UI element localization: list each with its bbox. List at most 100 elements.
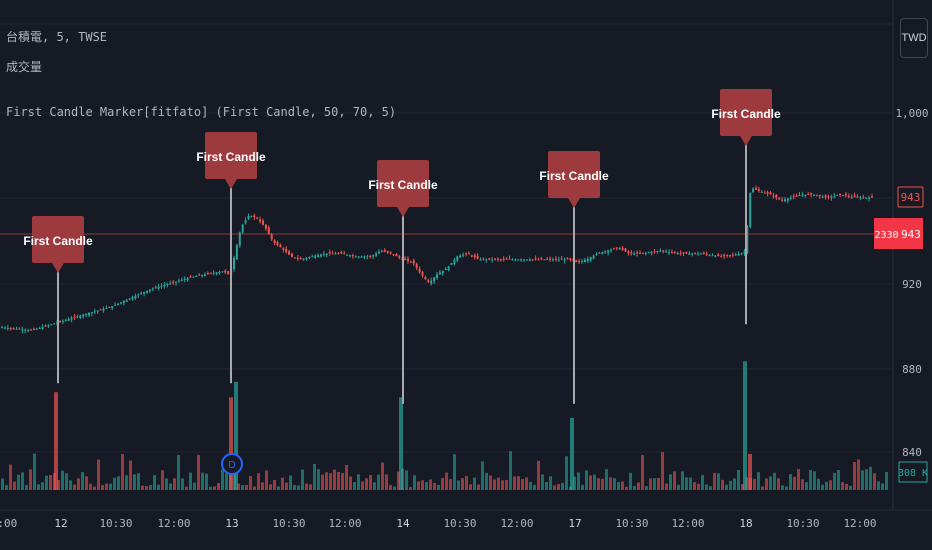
candle-body bbox=[581, 260, 583, 262]
volume-bar bbox=[697, 483, 700, 490]
candle-body bbox=[334, 253, 337, 255]
candle-body bbox=[772, 195, 775, 197]
volume-bar bbox=[877, 481, 880, 490]
candle-body bbox=[27, 330, 30, 332]
volume-bar bbox=[441, 477, 444, 490]
candle-body bbox=[491, 259, 494, 261]
candle-body bbox=[737, 253, 740, 256]
volume-bar bbox=[805, 482, 808, 490]
volume-bar bbox=[389, 484, 392, 490]
volume-bar bbox=[781, 485, 784, 490]
candle-body bbox=[630, 252, 633, 254]
y-axis-tick-label: 880 bbox=[902, 363, 922, 376]
volume-bar bbox=[577, 472, 580, 490]
volume-bar bbox=[77, 478, 80, 490]
candle-body bbox=[688, 253, 691, 255]
x-axis-tick-label: 12:00 bbox=[500, 517, 533, 530]
volume-bar bbox=[201, 472, 204, 490]
x-axis-tick-label: 12 bbox=[54, 517, 67, 530]
y-axis-tick-labels: 1,000 920 880 840 bbox=[895, 107, 928, 459]
volume-bar bbox=[669, 474, 672, 490]
volume-bar bbox=[649, 478, 652, 490]
volume-bar bbox=[521, 479, 524, 490]
candle-body bbox=[639, 253, 641, 255]
candle-body bbox=[372, 255, 375, 257]
candle-body bbox=[789, 197, 792, 199]
y-axis-tick-label: 1,000 bbox=[895, 107, 928, 120]
candle-body bbox=[676, 253, 679, 255]
candle-body bbox=[656, 250, 659, 252]
volume-bar bbox=[477, 484, 480, 490]
upper-price-tag-value: 943 bbox=[901, 191, 921, 204]
volume-bar bbox=[257, 473, 260, 490]
x-axis-tick-labels: 2:00 12 10:30 12:00 13 10:30 12:00 14 10:30 12:00… bbox=[0, 517, 877, 530]
volume-bar bbox=[485, 472, 488, 490]
candle-body bbox=[624, 248, 627, 252]
candle-body bbox=[15, 328, 18, 330]
x-axis-tick-label: 10:30 bbox=[99, 517, 132, 530]
first-candle-marker: First Candle bbox=[196, 132, 266, 384]
candle-body bbox=[514, 259, 517, 261]
indicator-legend[interactable]: First Candle Marker[fitfato] (First Cand… bbox=[6, 105, 397, 119]
volume-bar bbox=[325, 472, 328, 490]
candle-body bbox=[552, 259, 554, 261]
volume-bar bbox=[141, 485, 144, 490]
volume-bar bbox=[837, 470, 840, 490]
volume-bar bbox=[517, 476, 520, 490]
volume-bar bbox=[797, 469, 800, 490]
volume-bar bbox=[245, 485, 248, 490]
candle-body bbox=[525, 259, 528, 261]
candle-body bbox=[467, 253, 470, 255]
candle-body bbox=[154, 287, 157, 289]
first-candle-marker: First Candle bbox=[539, 151, 609, 404]
volume-bar bbox=[269, 484, 272, 490]
candle-body bbox=[578, 261, 581, 263]
candle-body bbox=[644, 252, 647, 254]
candle-body bbox=[697, 253, 699, 255]
candle-body bbox=[285, 248, 288, 253]
volume-bar bbox=[769, 476, 772, 490]
volume-bar bbox=[73, 484, 76, 490]
candle-body bbox=[801, 194, 804, 196]
volume-bar bbox=[399, 397, 403, 490]
candle-body bbox=[470, 255, 473, 257]
x-axis-tick-label: 13 bbox=[225, 517, 238, 530]
x-axis-tick-label: 18 bbox=[739, 517, 752, 530]
volume-bar bbox=[417, 481, 420, 490]
volume-bar bbox=[321, 474, 324, 490]
volume-bar bbox=[829, 480, 832, 490]
candle-body bbox=[276, 242, 279, 246]
volume-bar bbox=[601, 478, 604, 490]
candle-body bbox=[209, 272, 212, 274]
candle-body bbox=[583, 260, 586, 263]
candle-body bbox=[302, 258, 305, 260]
candle-body bbox=[702, 252, 705, 254]
candle-body bbox=[204, 274, 206, 276]
volume-legend[interactable]: 成交量 bbox=[6, 60, 43, 74]
candle-body bbox=[325, 253, 328, 255]
volume-bar bbox=[289, 475, 292, 490]
volume-bar bbox=[761, 486, 764, 490]
candle-body bbox=[172, 281, 175, 283]
candle-body bbox=[734, 254, 737, 256]
candle-body bbox=[786, 198, 789, 201]
candle-body bbox=[76, 316, 79, 318]
candle-body bbox=[166, 284, 169, 286]
candle-body bbox=[67, 319, 70, 321]
dividend-event-icon[interactable]: D bbox=[221, 453, 243, 475]
volume-bars bbox=[1, 361, 888, 490]
candle-body bbox=[705, 253, 708, 255]
volume-bar bbox=[433, 482, 436, 490]
symbol-legend[interactable]: 台積電, 5, TWSE bbox=[6, 30, 108, 44]
candle-body bbox=[723, 255, 726, 257]
candle-body bbox=[668, 251, 670, 253]
candle-body bbox=[618, 248, 621, 250]
volume-bar bbox=[65, 473, 68, 490]
currency-button[interactable]: TWD bbox=[900, 18, 928, 58]
volume-bar bbox=[449, 479, 452, 490]
candle-body bbox=[621, 247, 624, 250]
volume-bar bbox=[45, 475, 48, 490]
candle-body bbox=[392, 254, 395, 256]
